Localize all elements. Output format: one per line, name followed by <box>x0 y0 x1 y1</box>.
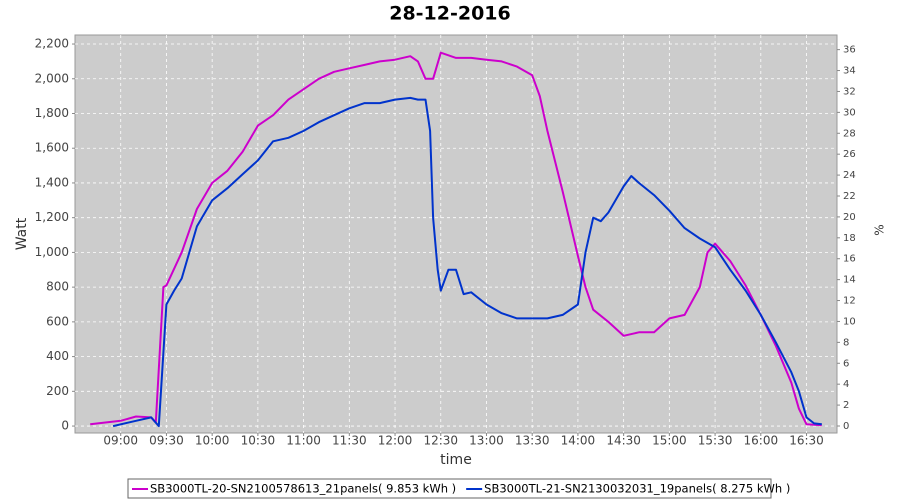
x-tick-label: 14:00 <box>561 434 596 448</box>
y2-tick-label: 28 <box>843 128 856 139</box>
legend-label: SB3000TL-20-SN2100578613_21panels( 9.853… <box>150 482 456 496</box>
y-axis-label: Watt <box>14 217 30 250</box>
y2-tick-label: 14 <box>843 275 856 286</box>
y2-tick-label: 26 <box>843 149 856 160</box>
plot-area <box>74 34 838 434</box>
y2-tick-label: 12 <box>843 296 856 307</box>
x-tick-label: 13:00 <box>469 434 504 448</box>
y-tick-label: 2,200 <box>35 37 69 51</box>
y2-tick-label: 8 <box>843 337 849 348</box>
y2-tick-label: 20 <box>843 212 856 223</box>
y2-tick-label: 34 <box>843 66 856 77</box>
chart-title: 28-12-2016 <box>389 3 511 25</box>
x-axis-label: time <box>440 452 472 468</box>
y-tick-label: 1,200 <box>35 210 69 224</box>
y-tick-label: 1,800 <box>35 106 69 120</box>
x-tick-label: 12:00 <box>378 434 413 448</box>
x-tick-label: 14:30 <box>606 434 641 448</box>
y-tick-label: 400 <box>46 349 69 363</box>
x-tick-label: 15:00 <box>652 434 687 448</box>
y-tick-label: 1,600 <box>35 141 69 155</box>
x-tick-label: 09:00 <box>103 434 138 448</box>
y2-tick-label: 18 <box>843 233 856 244</box>
x-tick-label: 16:00 <box>744 434 779 448</box>
legend-label: SB3000TL-21-SN2130032031_19panels( 8.275… <box>484 482 790 496</box>
x-tick-label: 15:30 <box>698 434 733 448</box>
y2-tick-label: 10 <box>843 316 856 327</box>
y2-axis-label: % <box>873 224 887 235</box>
y-tick-label: 2,000 <box>35 71 69 85</box>
x-tick-label: 11:30 <box>332 434 367 448</box>
y2-tick-label: 24 <box>843 170 856 181</box>
x-tick-label: 09:30 <box>149 434 184 448</box>
y-tick-label: 200 <box>46 384 69 398</box>
y-tick-label: 1,000 <box>35 245 69 259</box>
x-tick-label: 11:00 <box>286 434 321 448</box>
y-tick-label: 1,400 <box>35 175 69 189</box>
y2-tick-label: 2 <box>843 400 849 411</box>
series-line <box>112 96 822 428</box>
x-tick-label: 13:30 <box>515 434 550 448</box>
y2-tick-label: 4 <box>843 379 849 390</box>
x-tick-label: 10:30 <box>241 434 276 448</box>
y2-tick-label: 16 <box>843 254 856 265</box>
x-tick-label: 10:00 <box>195 434 230 448</box>
x-tick-label: 16:30 <box>789 434 824 448</box>
y2-tick-label: 36 <box>843 45 856 56</box>
y2-tick-label: 30 <box>843 107 856 118</box>
y2-tick-label: 0 <box>843 421 849 432</box>
series-line <box>90 51 822 427</box>
y2-tick-label: 32 <box>843 86 856 97</box>
y2-tick-label: 6 <box>843 358 849 369</box>
y-tick-label: 800 <box>46 280 69 294</box>
x-tick-label: 12:30 <box>423 434 458 448</box>
y-tick-label: 600 <box>46 314 69 328</box>
y2-tick-label: 22 <box>843 191 856 202</box>
legend <box>127 478 772 499</box>
y-tick-label: 0 <box>61 419 69 433</box>
